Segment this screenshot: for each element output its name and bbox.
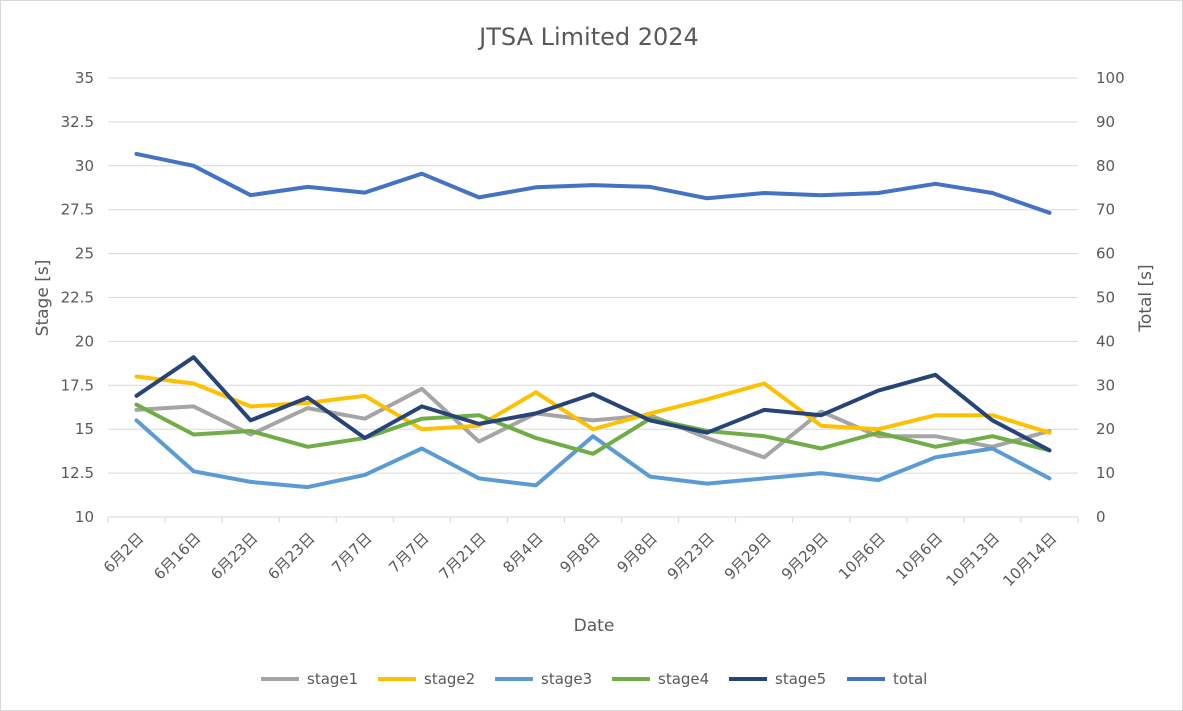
y-tick-label: 35	[75, 69, 94, 87]
x-tick-label: 8月4日	[499, 529, 546, 576]
y-tick-label: 25	[75, 245, 94, 263]
legend-label: stage1	[307, 670, 358, 688]
y-tick-label: 15	[75, 420, 94, 438]
left-axis-ticks: 10 12.5 15 17.5 20 22.5 25 27.5 30 32.5 35	[61, 69, 94, 526]
y2-tick-label: 10	[1096, 464, 1115, 482]
x-tick-label: 9月29日	[721, 529, 775, 583]
legend: stage1 stage2 stage3 stage4 stage5 total	[261, 670, 927, 688]
x-tick-label: 10月6日	[835, 529, 889, 583]
y2-tick-label: 50	[1096, 289, 1115, 307]
chart-title: JTSA Limited 2024	[477, 23, 699, 51]
x-tick-label: 10月6日	[892, 529, 946, 583]
y-tick-label: 20	[75, 332, 94, 350]
y2-tick-label: 80	[1096, 157, 1115, 175]
series-line-stage3	[134, 418, 1052, 490]
x-tick-label: 9月29日	[778, 529, 832, 583]
y2-tick-label: 30	[1096, 376, 1115, 394]
y-tick-label: 27.5	[61, 201, 94, 219]
y2-tick-label: 90	[1096, 113, 1115, 131]
x-tick-label: 7月7日	[385, 529, 432, 576]
series-line-stage4	[134, 402, 1052, 456]
x-tick-label: 9月8日	[556, 529, 603, 576]
x-tick-label: 6月2日	[100, 529, 147, 576]
y-tick-label: 32.5	[61, 113, 94, 131]
legend-label: stage2	[424, 670, 475, 688]
legend-item-total: total	[847, 670, 927, 688]
x-tick-label: 6月23日	[207, 529, 261, 583]
y2-tick-label: 100	[1096, 69, 1125, 87]
y2-tick-label: 20	[1096, 420, 1115, 438]
y-tick-label: 12.5	[61, 464, 94, 482]
y2-tick-label: 0	[1096, 508, 1106, 526]
x-axis-title: Date	[574, 616, 615, 636]
legend-item-stage2: stage2	[378, 670, 475, 688]
y-axis-title: Stage [s]	[33, 260, 53, 337]
x-tick-label: 9月23日	[664, 529, 718, 583]
legend-item-stage3: stage3	[495, 670, 592, 688]
x-tick-label: 6月23日	[264, 529, 318, 583]
y-tick-label: 22.5	[61, 289, 94, 307]
y-tick-label: 30	[75, 157, 94, 175]
x-tick-label: 6月16日	[150, 529, 204, 583]
x-tick-label: 7月21日	[436, 529, 490, 583]
series-line-total	[134, 151, 1052, 215]
x-tick-label: 7月7日	[328, 529, 375, 576]
x-tick-label: 10月14日	[999, 529, 1060, 590]
legend-item-stage1: stage1	[261, 670, 358, 688]
legend-label: stage5	[775, 670, 826, 688]
y2-axis-title: Total [s]	[1136, 264, 1156, 332]
x-tick-label: 9月8日	[613, 529, 660, 576]
series-line-stage5	[134, 355, 1052, 453]
legend-item-stage5: stage5	[729, 670, 826, 688]
y-tick-label: 10	[75, 508, 94, 526]
y-tick-label: 17.5	[61, 376, 94, 394]
legend-item-stage4: stage4	[612, 670, 709, 688]
legend-label: stage4	[658, 670, 709, 688]
gridlines	[108, 77, 1078, 518]
series-line-stage1	[134, 386, 1052, 460]
y2-tick-label: 60	[1096, 245, 1115, 263]
right-axis-ticks: 0 10 20 30 40 50 60 70 80 90 100	[1096, 69, 1125, 526]
series-lines	[134, 151, 1052, 490]
y2-tick-label: 40	[1096, 332, 1115, 350]
x-tick-label: 10月13日	[942, 529, 1003, 590]
legend-label: total	[893, 670, 927, 688]
legend-label: stage3	[541, 670, 592, 688]
y2-tick-label: 70	[1096, 201, 1115, 219]
x-axis-ticks: 6月2日 6月16日 6月23日 6月23日 7月7日 7月7日 7月21日 8月4日 9月8日…	[100, 517, 1079, 590]
